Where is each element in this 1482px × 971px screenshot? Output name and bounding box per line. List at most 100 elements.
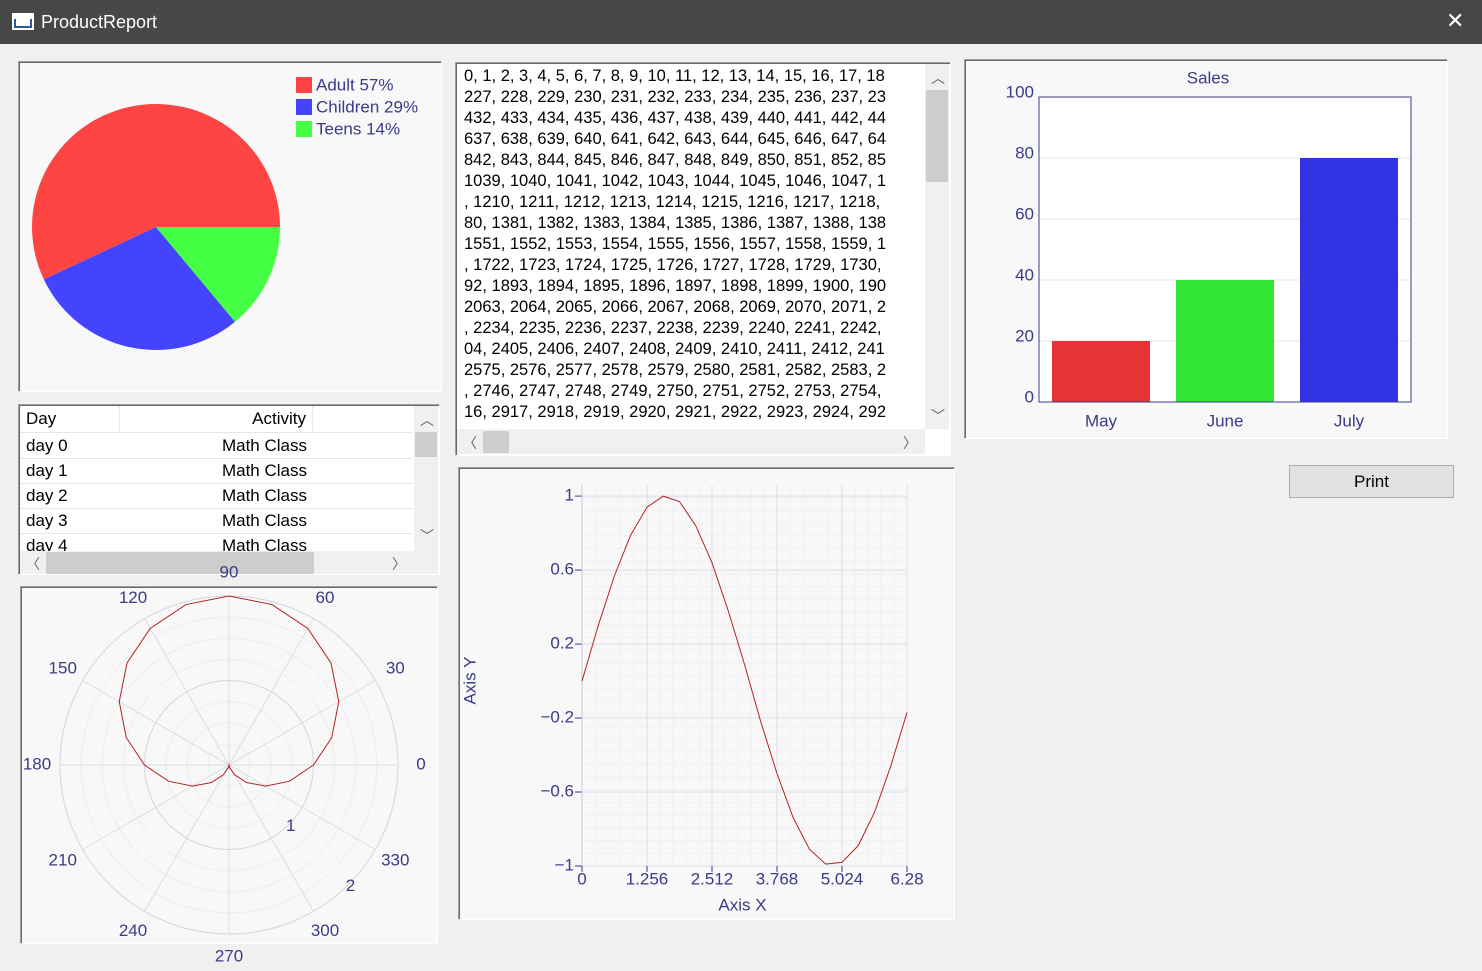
angular-grid-line: [144, 618, 230, 766]
angular-grid-line: [228, 764, 376, 850]
text-line: 0, 1, 2, 3, 4, 5, 6, 7, 8, 9, 10, 11, 12…: [464, 67, 885, 85]
text-line: 80, 1381, 1382, 1383, 1384, 1385, 1386, …: [464, 214, 887, 232]
text-line: 92, 1893, 1894, 1895, 1896, 1897, 1898, …: [464, 277, 887, 295]
table-cell: day 4: [26, 536, 68, 551]
table-body: Day Activity day 0 Math Class day 1 Math Clas…: [20, 406, 413, 551]
legend-label: Children 29%: [316, 97, 418, 116]
table-cell: day 3: [26, 511, 68, 530]
text-line: 1039, 1040, 1041, 1042, 1043, 1044, 1045…: [464, 172, 887, 190]
h-scrollbar[interactable]: 〈〉: [20, 551, 438, 574]
chart-title: Sales: [1187, 68, 1230, 87]
h-scrollbar[interactable]: 〈〉: [457, 429, 925, 454]
close-button[interactable]: ✕: [1446, 8, 1465, 33]
table-row: day 2 Math Class: [20, 483, 413, 509]
text-line: , 2234, 2235, 2236, 2237, 2238, 2239, 22…: [464, 319, 882, 337]
window-title: ProductReport: [41, 12, 158, 32]
table-cell: Math Class: [221, 461, 307, 480]
table-row: day 3 Math Class: [20, 508, 413, 534]
text-line: 2063, 2064, 2065, 2066, 2067, 2068, 2069…: [464, 298, 887, 316]
angular-grid-line: [228, 764, 314, 912]
angular-tick-label: 300: [311, 921, 339, 940]
y-tick-label: 80: [1015, 143, 1034, 162]
x-tick-label: May: [1085, 411, 1118, 430]
text-line: 2575, 2576, 2577, 2578, 2579, 2580, 2581…: [464, 361, 887, 379]
table-cell: Math Class: [221, 511, 307, 530]
text-line: , 1210, 1211, 1212, 1213, 1214, 1215, 12…: [464, 193, 881, 211]
text-box[interactable]: 0, 1, 2, 3, 4, 5, 6, 7, 8, 9, 10, 11, 12…: [455, 62, 951, 456]
table-row: day 0 Math Class: [20, 433, 413, 459]
table-cell: day 2: [26, 486, 68, 505]
bar: [1176, 280, 1274, 402]
legend-label: Teens 14%: [316, 119, 400, 138]
angular-tick-label: 210: [49, 850, 77, 869]
angular-grid-line: [82, 680, 230, 766]
plot-frame: [1038, 96, 1412, 403]
y-tick-label: 60: [1015, 204, 1034, 223]
angular-tick-label: 60: [316, 588, 335, 607]
x-tick-label: 0: [577, 869, 586, 888]
y-tick-label: −0.6: [540, 782, 574, 801]
text-line: 227, 228, 229, 230, 231, 232, 233, 234, …: [464, 88, 887, 106]
table-cell: day 1: [26, 461, 68, 480]
legend-swatch: [296, 99, 312, 115]
angular-tick-label: 270: [215, 946, 243, 965]
angular-tick-label: 0: [416, 754, 425, 773]
text-line: 842, 843, 844, 845, 846, 847, 848, 849, …: [464, 151, 887, 169]
polar-line: [118, 595, 340, 787]
table-cell: Math Class: [221, 436, 307, 455]
title-bar: ProductReport ✕: [0, 0, 1482, 44]
y-tick-label: −1: [555, 855, 574, 874]
column-header: Activity: [120, 406, 313, 432]
text-line: 432, 433, 434, 435, 436, 437, 438, 439, …: [464, 109, 887, 127]
pie-slice: [31, 103, 280, 280]
line-panel: [458, 467, 955, 920]
angular-tick-label: 330: [381, 850, 409, 869]
y-tick-label: 100: [1006, 82, 1034, 101]
angular-tick-label: 240: [119, 921, 147, 940]
angular-grid-line: [228, 618, 314, 766]
v-scrollbar[interactable]: ︿ ﹀: [414, 406, 438, 551]
x-tick-label: 1.256: [626, 869, 669, 888]
text-content: 0, 1, 2, 3, 4, 5, 6, 7, 8, 9, 10, 11, 12…: [464, 66, 926, 428]
header-row: Day Activity: [20, 406, 413, 433]
radial-tick-label: 2: [346, 876, 355, 895]
table-cell: Math Class: [221, 536, 307, 551]
text-line: 04, 2405, 2406, 2407, 2408, 2409, 2410, …: [464, 340, 885, 358]
text-line: 1551, 1552, 1553, 1554, 1555, 1556, 1557…: [464, 235, 887, 253]
table-row: day 4 Math Class: [20, 533, 413, 551]
x-tick-label: 3.768: [756, 869, 799, 888]
x-tick-label: 2.512: [691, 869, 734, 888]
y-tick-label: 0: [1025, 387, 1034, 406]
angular-tick-label: 30: [386, 658, 405, 677]
angular-tick-label: 90: [220, 562, 239, 581]
column-header: Day: [26, 406, 120, 432]
bar: [1052, 341, 1150, 402]
legend-label: Adult 57%: [316, 75, 394, 94]
legend-swatch: [296, 121, 312, 137]
x-axis-label: Axis X: [718, 895, 766, 914]
y-tick-label: 20: [1015, 326, 1034, 345]
angular-tick-label: 150: [49, 658, 77, 677]
angular-grid-line: [228, 680, 376, 766]
app-icon: [12, 13, 34, 30]
x-tick-label: 6.28: [890, 869, 923, 888]
bar: [1300, 158, 1398, 402]
x-tick-label: July: [1334, 411, 1365, 430]
table: Day Activity day 0 Math Class day 1 Math Clas…: [18, 404, 440, 575]
radial-tick-label: 1: [286, 816, 295, 835]
angular-grid-line: [144, 764, 230, 912]
text-line: , 2746, 2747, 2748, 2749, 2750, 2751, 27…: [464, 382, 882, 400]
line-series: [581, 495, 908, 865]
y-tick-label: 1: [565, 486, 574, 505]
v-scrollbar[interactable]: ︿ ﹀: [925, 64, 949, 429]
text-line: 16, 2917, 2918, 2919, 2920, 2921, 2922, …: [464, 403, 887, 421]
angular-tick-label: 120: [119, 588, 147, 607]
legend-swatch: [296, 77, 312, 93]
y-tick-label: 0.2: [550, 634, 574, 653]
print-button[interactable]: Print: [1289, 465, 1454, 498]
y-axis-label: Axis Y: [460, 657, 479, 705]
table-cell: day 0: [26, 436, 68, 455]
y-tick-label: 0.6: [550, 560, 574, 579]
pie-slice: [156, 227, 280, 322]
